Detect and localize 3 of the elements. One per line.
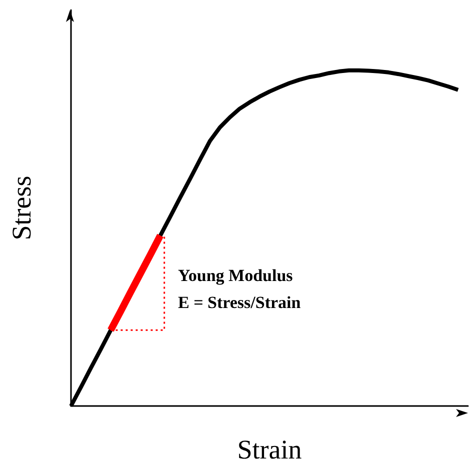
y-axis-title: Stress	[6, 176, 36, 240]
x-axis-title: Strain	[237, 434, 302, 464]
annotation: Young Modulus E = Stress/Strain	[178, 266, 302, 312]
